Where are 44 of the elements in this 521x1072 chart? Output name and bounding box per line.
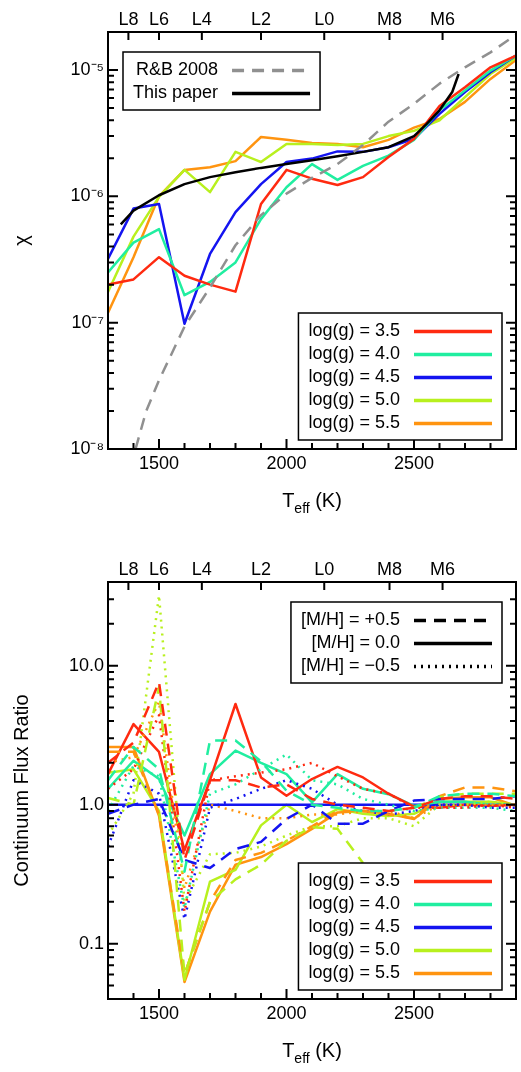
text: L6 [148,9,170,29]
text: L4 [191,559,212,579]
y-tick-label: 1.0 [78,793,104,814]
legend-label: log(g) = 4.5 [308,366,400,387]
legend-label: log(g) = 3.5 [308,870,400,891]
text: L2 [250,9,272,29]
text: L0 [314,559,335,579]
legend-label: log(g) = 5.0 [308,939,400,960]
text: M8 [377,559,403,579]
y-tick-label: 10⁻⁸ [70,437,104,458]
y-axis-title: χ [10,234,32,246]
y-tick-label: 10⁻⁶ [70,185,104,206]
y-tick-label: 10⁻⁷ [71,311,104,332]
text: M6 [430,559,456,579]
legend-label: log(g) = 5.0 [308,389,400,410]
y-tick-label: 0.1 [78,932,104,953]
y-tick-label: 10⁻⁵ [70,59,104,79]
legend-label: R&B 2008 [135,59,219,80]
legend-label: [M/H] = −0.5 [300,655,400,676]
text: L2 [250,559,272,579]
text: L6 [148,559,170,579]
legend-label: log(g) = 5.5 [308,962,400,983]
legend-label: [M/H] = 0.0 [311,632,400,653]
y-tick-label: 10.0 [68,654,104,675]
x-tick-label: 2000 [266,452,307,473]
text: L0 [314,9,335,29]
legend-label: log(g) = 4.0 [308,343,400,364]
text: L4 [191,9,212,29]
x-tick-label: 1500 [138,452,180,473]
x-tick-label: 1500 [138,1002,180,1023]
x-tick-label: 2500 [393,1002,435,1023]
text: M6 [430,9,456,29]
legend-label: log(g) = 4.0 [308,893,400,914]
text: L8 [118,559,139,579]
text: M8 [377,9,403,29]
text: L8 [118,9,139,29]
x-tick-label: 2500 [393,452,435,473]
legend-label: log(g) = 3.5 [308,320,400,341]
y-axis-title: Continuum Flux Ratio [10,694,32,887]
x-tick-label: 2000 [266,1002,307,1023]
legend-label: This paper [133,82,219,103]
legend-label: log(g) = 4.5 [308,916,400,937]
legend-label: [M/H] = +0.5 [300,609,400,630]
legend-label: log(g) = 5.5 [308,412,400,433]
